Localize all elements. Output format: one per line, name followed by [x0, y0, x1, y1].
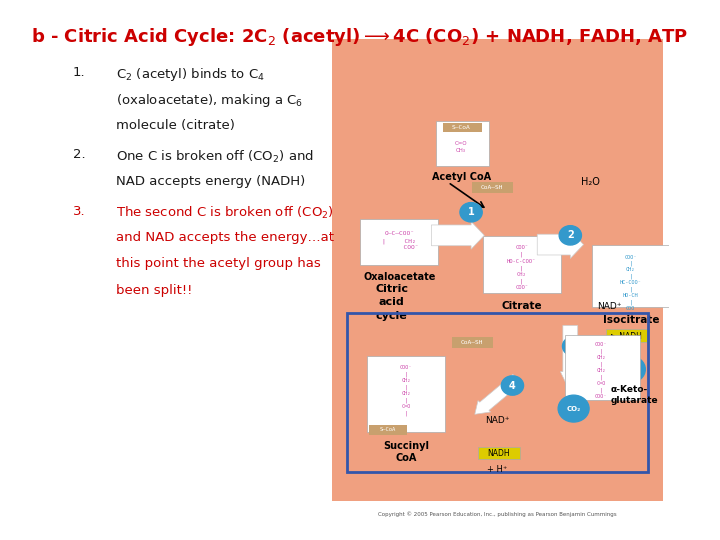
FancyArrow shape — [474, 374, 522, 414]
Text: Citric
acid
cycle: Citric acid cycle — [375, 284, 408, 321]
Circle shape — [562, 336, 585, 356]
Text: 4: 4 — [509, 381, 516, 390]
Text: CO₂: CO₂ — [567, 406, 581, 411]
FancyBboxPatch shape — [332, 39, 663, 501]
Text: CoA—SH: CoA—SH — [461, 340, 484, 345]
FancyBboxPatch shape — [367, 356, 445, 431]
Text: NAD accepts energy (NADH): NAD accepts energy (NADH) — [116, 175, 305, 188]
FancyBboxPatch shape — [482, 235, 561, 293]
Text: NADH: NADH — [487, 449, 510, 457]
FancyBboxPatch shape — [452, 337, 493, 348]
Text: Copyright © 2005 Pearson Education, Inc., publishing as Pearson Benjamin Cumming: Copyright © 2005 Pearson Education, Inc.… — [378, 511, 617, 517]
Text: this point the acetyl group has: this point the acetyl group has — [116, 258, 320, 271]
Text: 2: 2 — [567, 231, 574, 240]
Text: (oxaloacetate), making a C$_6$: (oxaloacetate), making a C$_6$ — [116, 92, 303, 109]
Text: C$_2$ (acetyl) binds to C$_4$: C$_2$ (acetyl) binds to C$_4$ — [116, 66, 265, 83]
Text: + H⁺: + H⁺ — [603, 346, 624, 355]
Text: C=O
CH₃: C=O CH₃ — [455, 141, 467, 153]
Text: been split!!: been split!! — [116, 284, 192, 297]
Text: Succinyl
CoA: Succinyl CoA — [383, 441, 429, 463]
FancyBboxPatch shape — [436, 120, 489, 166]
FancyBboxPatch shape — [444, 123, 482, 132]
FancyBboxPatch shape — [369, 425, 407, 435]
Circle shape — [558, 395, 589, 422]
Text: H₂O: H₂O — [581, 177, 600, 187]
Text: COO⁻
|
CH₂
|
HC-COO⁻
|
HO-CH
|
COO: COO⁻ | CH₂ | HC-COO⁻ | HO-CH | COO — [620, 254, 642, 311]
Text: One C is broken off (CO$_2$) and: One C is broken off (CO$_2$) and — [116, 148, 314, 165]
Text: ▶ NADH: ▶ NADH — [611, 330, 642, 340]
Text: 1.: 1. — [73, 66, 85, 79]
Text: Isocitrate: Isocitrate — [603, 315, 659, 325]
Text: COO⁻
|
CH₂
|
CH₂
|
C=O
|
COO⁻: COO⁻ | CH₂ | CH₂ | C=O | COO⁻ — [595, 342, 608, 399]
Text: molecule (citrate): molecule (citrate) — [116, 119, 235, 132]
Text: and NAD accepts the energy…at: and NAD accepts the energy…at — [116, 231, 334, 244]
FancyBboxPatch shape — [472, 182, 513, 193]
Text: COO⁻
|
HO-C-COO⁻
|
CH₂
|
COO⁻: COO⁻ | HO-C-COO⁻ | CH₂ | COO⁻ — [507, 245, 536, 290]
Text: α-Keto-
glutarate: α-Keto- glutarate — [611, 386, 658, 406]
Circle shape — [614, 356, 645, 383]
Text: 1: 1 — [468, 207, 474, 217]
Text: 2.: 2. — [73, 148, 85, 161]
Circle shape — [501, 376, 523, 395]
FancyBboxPatch shape — [606, 329, 647, 342]
Text: NAD⁺: NAD⁺ — [597, 302, 621, 312]
FancyBboxPatch shape — [592, 245, 670, 307]
FancyBboxPatch shape — [360, 219, 438, 265]
FancyBboxPatch shape — [565, 335, 640, 400]
Text: CoA—SH: CoA—SH — [481, 185, 503, 190]
Text: The second C is broken off (CO$_2$): The second C is broken off (CO$_2$) — [116, 205, 333, 221]
Circle shape — [460, 202, 482, 222]
Text: Oxaloacetate: Oxaloacetate — [363, 272, 436, 282]
Text: 3.: 3. — [73, 205, 85, 218]
Text: Citrate: Citrate — [501, 301, 542, 310]
Circle shape — [559, 226, 582, 245]
Text: NAD⁺: NAD⁺ — [485, 416, 510, 424]
Text: b - Citric Acid Cycle: 2C$_2$ (acetyl)$\longrightarrow$4C (CO$_2$) + NADH, FADH,: b - Citric Acid Cycle: 2C$_2$ (acetyl)$\… — [32, 25, 688, 48]
FancyBboxPatch shape — [51, 39, 329, 501]
Text: S—CoA: S—CoA — [380, 428, 396, 433]
Text: Acetyl CoA: Acetyl CoA — [431, 172, 491, 181]
Text: + H⁺: + H⁺ — [487, 465, 508, 474]
Text: CO₂: CO₂ — [623, 366, 637, 373]
FancyArrow shape — [537, 231, 583, 259]
FancyArrow shape — [560, 326, 580, 393]
FancyArrow shape — [431, 221, 485, 249]
Text: 3: 3 — [570, 341, 577, 351]
Text: O—C—COO⁻
|     CH₂
      COO⁻: O—C—COO⁻ | CH₂ COO⁻ — [380, 232, 418, 250]
Text: COO⁻
|
CH₂
|
CH₂
|
C=O
|: COO⁻ | CH₂ | CH₂ | C=O | — [400, 366, 412, 416]
Text: S—CoA: S—CoA — [451, 125, 471, 130]
FancyBboxPatch shape — [478, 447, 520, 460]
